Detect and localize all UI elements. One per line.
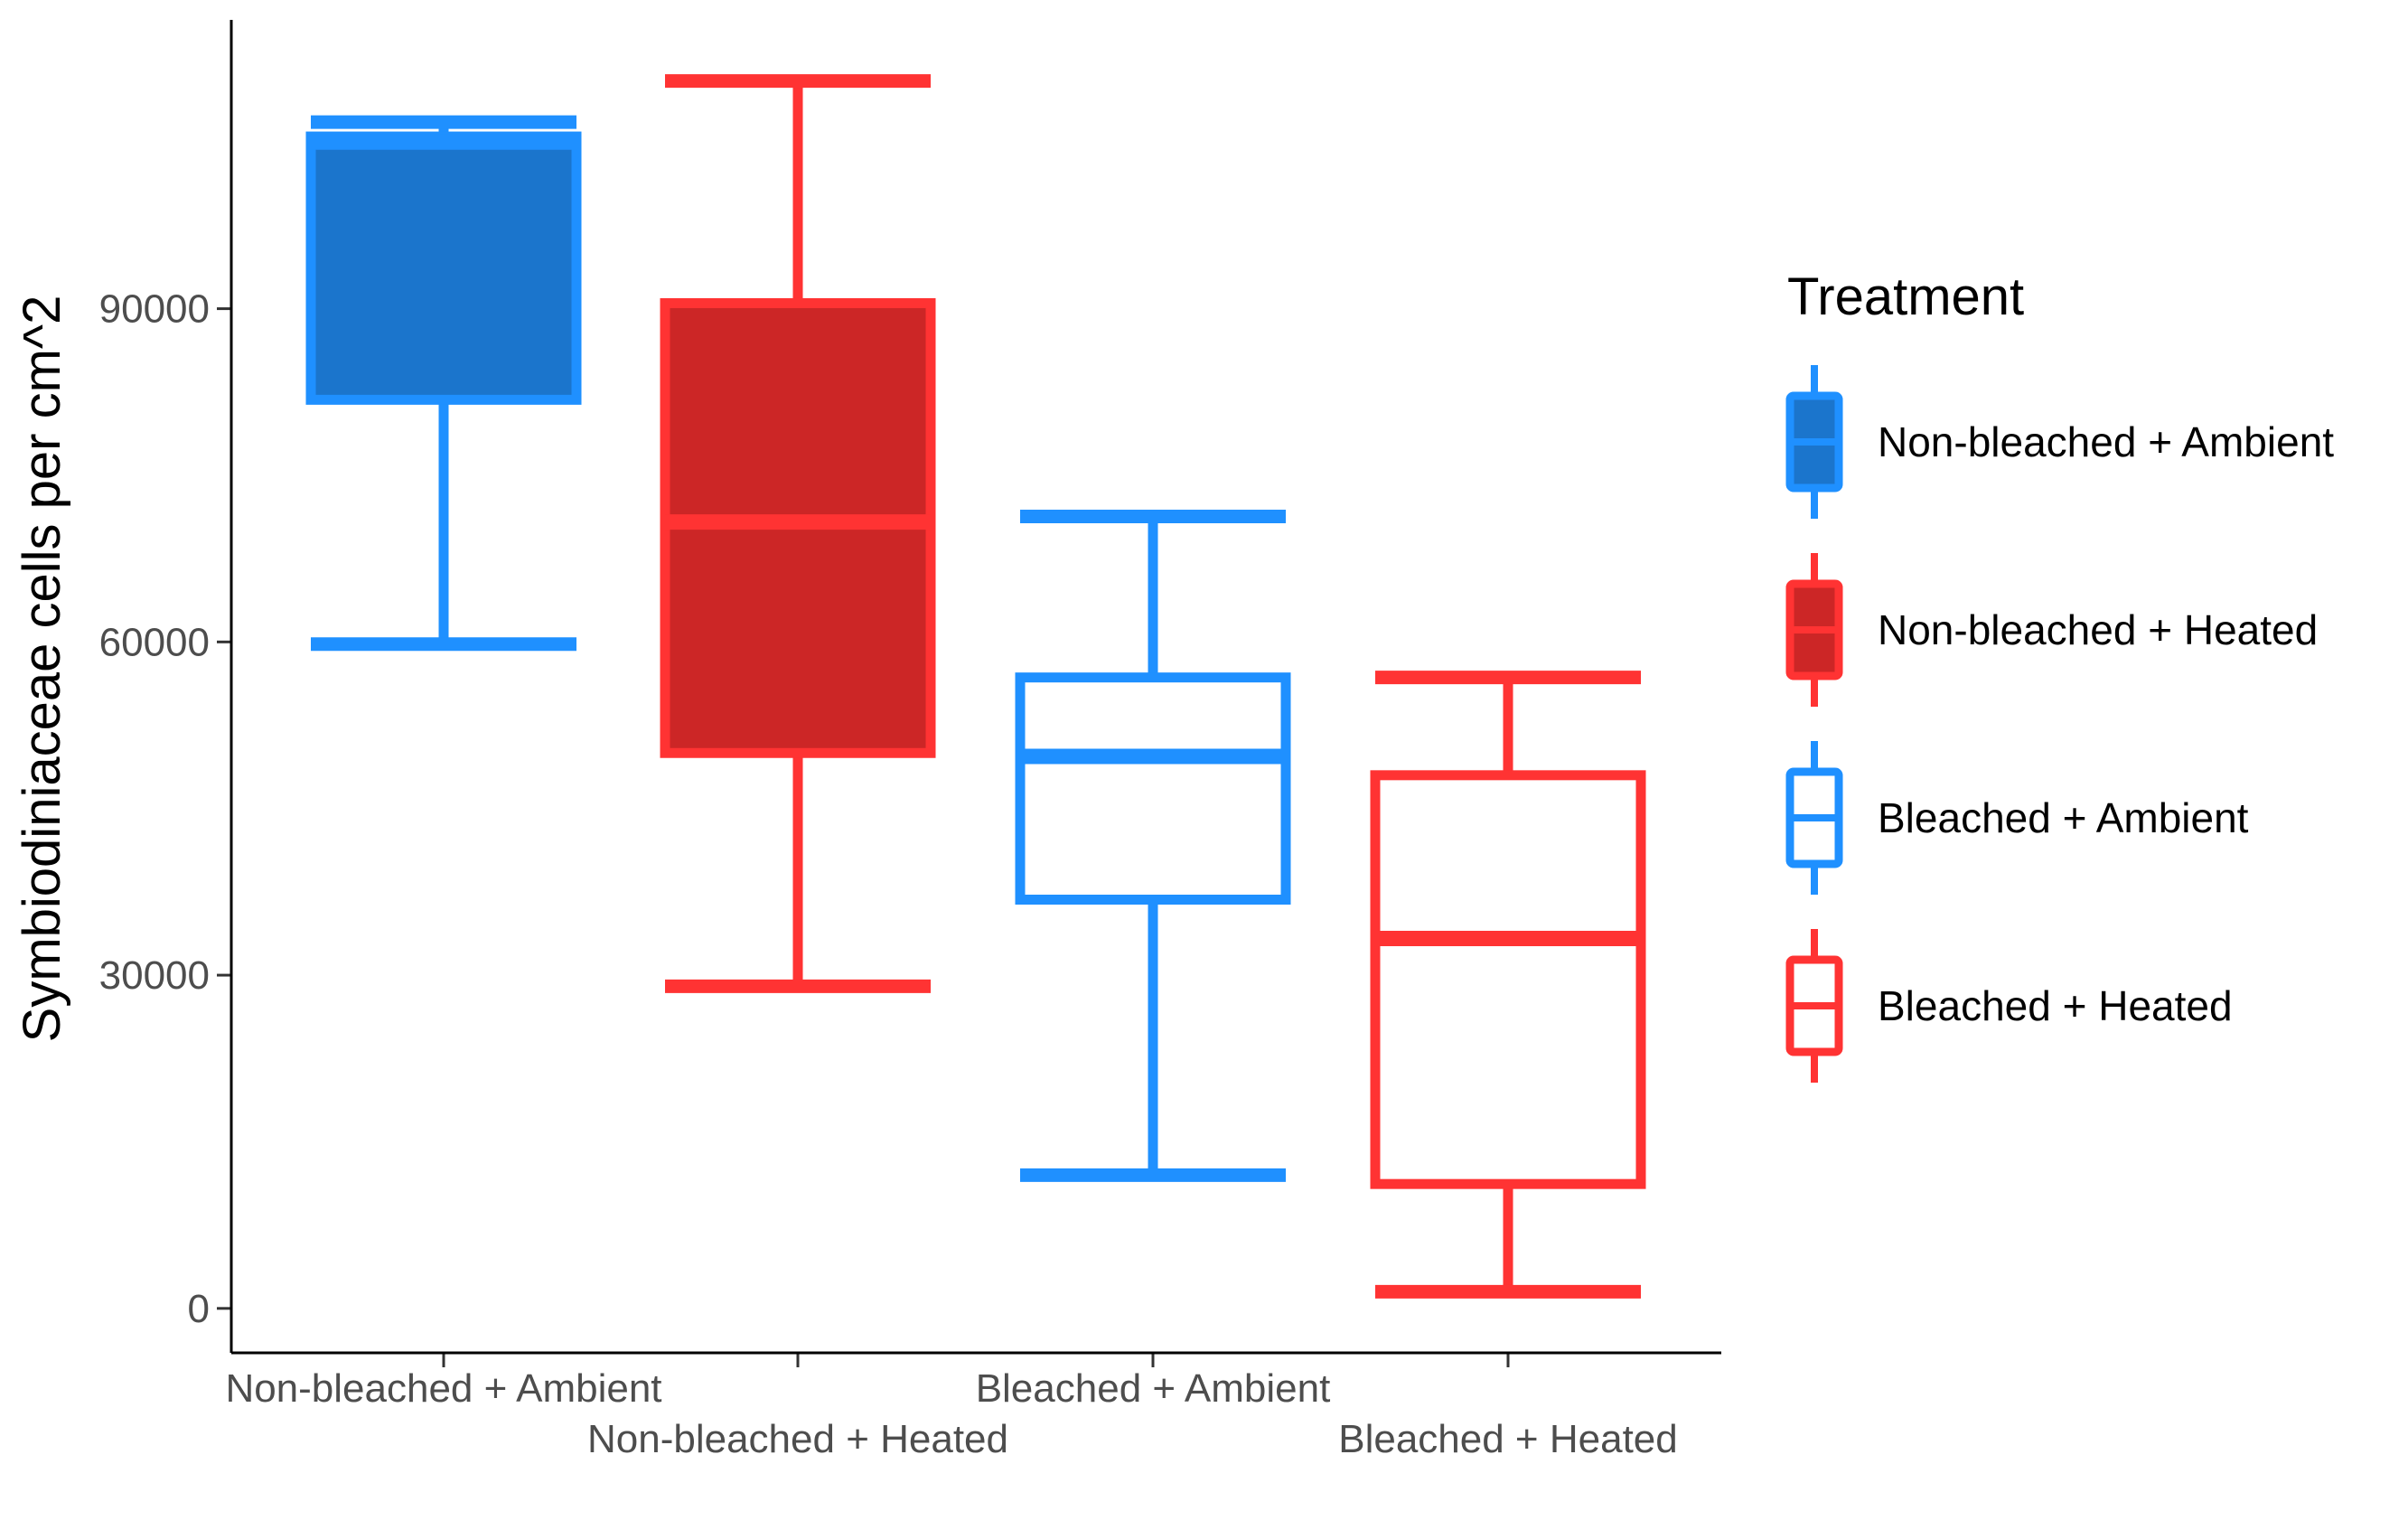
box-3 <box>1015 509 1291 1182</box>
box-1 <box>305 115 582 652</box>
legend-label: Bleached + Heated <box>1878 982 2233 1029</box>
x-tick-label: Non-bleached + Heated <box>587 1417 1008 1461</box>
y-tick-label: 60000 <box>99 620 210 664</box>
y-tick-label: 0 <box>188 1287 210 1331</box>
x-tick-label: Non-bleached + Ambient <box>225 1366 661 1411</box>
legend-key <box>1785 553 1843 707</box>
box-body <box>1370 770 1646 1189</box>
box-body <box>1015 672 1291 906</box>
legend-item: Non-bleached + Heated <box>1785 553 2318 707</box>
legend-key <box>1785 929 1843 1083</box>
legend-label: Bleached + Ambient <box>1878 794 2249 841</box>
legend-item: Bleached + Ambient <box>1785 741 2249 895</box>
legend-item: Non-bleached + Ambient <box>1785 365 2334 519</box>
y-tick-label: 30000 <box>99 953 210 998</box>
y-tick-label: 90000 <box>99 287 210 332</box>
box-4 <box>1370 671 1646 1299</box>
legend-title: Treatment <box>1787 267 2024 326</box>
legend-key <box>1785 741 1843 895</box>
x-tick-label: Bleached + Ambient <box>976 1366 1331 1411</box>
legend: Treatment Non-bleached + Ambient Non-blea… <box>1785 267 2334 1083</box>
box-2 <box>660 74 936 993</box>
legend-key <box>1785 365 1843 519</box>
y-axis-title: Symbiodiniaceae cells per cm^2 <box>13 296 71 1043</box>
legend-label: Non-bleached + Heated <box>1878 606 2318 653</box>
x-tick-label: Bleached + Heated <box>1338 1417 1678 1461</box>
plot-area: 0 30000 60000 90000 Non-bleached + Ambient No… <box>99 74 1678 1461</box>
box-body <box>305 131 582 405</box>
legend-item: Bleached + Heated <box>1785 929 2233 1083</box>
legend-label: Non-bleached + Ambient <box>1878 418 2334 465</box>
